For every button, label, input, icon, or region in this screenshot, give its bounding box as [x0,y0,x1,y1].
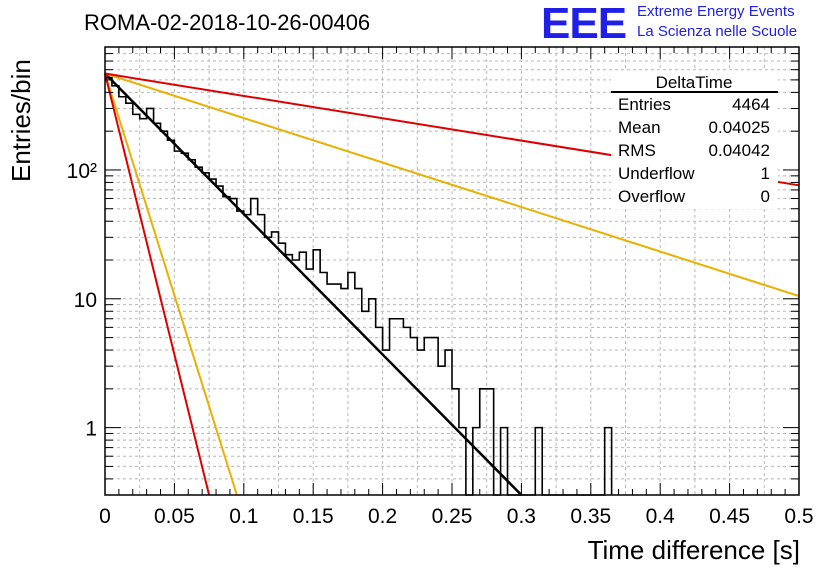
stats-value-underflow: 1 [761,164,770,183]
y-tick-label: 1 [85,418,97,441]
histogram-bin [438,366,445,495]
histogram-bin [410,338,417,495]
stats-value-overflow: 0 [761,187,770,206]
stats-label-entries: Entries [618,95,671,114]
histogram-bin [299,252,306,495]
stats-label-overflow: Overflow [618,187,686,206]
histogram-bin [424,338,431,495]
y-tick-label: 10² [67,160,97,183]
histogram-bin [306,269,313,495]
histogram-bin [473,428,480,495]
x-tick-label: 0.1 [229,505,258,528]
x-tick-label: 0 [99,505,111,528]
histogram-bin [417,350,424,495]
histogram-bin [431,338,438,495]
x-tick-label: 0.2 [368,505,397,528]
histogram-bin [390,319,397,495]
histogram-bin [279,243,286,495]
histogram-bin [348,272,355,495]
histogram-bin [334,284,341,495]
histogram-bin [244,215,251,495]
x-axis-label: Time difference [s] [587,535,800,565]
x-tick-label: 0.25 [432,505,473,528]
histogram-bin [223,197,230,495]
histogram-bin [355,289,362,495]
stats-box: DeltaTime Entries 4464 Mean 0.04025 RMS 0.0404… [611,71,778,209]
stats-box-background [611,71,778,209]
histogram-bin [320,272,327,495]
histogram-bin [167,140,174,495]
eee-logo: EEE [541,0,627,48]
histogram-bin [403,327,410,495]
y-tick-label: 10 [74,289,97,312]
histogram-bin [605,428,612,495]
logo-subtitle-line1: Extreme Energy Events [637,3,795,20]
fit-line-1 [104,73,238,496]
stats-label-underflow: Underflow [618,164,695,183]
histogram-bin [327,284,334,495]
fit-line-2 [104,73,211,496]
histogram-bin [251,199,258,495]
axis-ticks: 0 0.05 0.1 0.15 0.2 0.25 0.3 0.35 0.4 0.45 0.51101… [67,46,814,528]
x-tick-label: 0.15 [293,505,334,528]
histogram-bin [272,232,279,495]
histogram-outline [105,76,613,496]
histogram-bars [105,76,613,496]
histogram-bin [535,428,542,495]
logo-subtitle-line2: La Scienza nelle Scuole [637,23,798,40]
histogram-bin [147,108,154,495]
histogram-bin [501,428,508,495]
histogram-bin [154,123,161,495]
x-tick-label: 0.35 [570,505,611,528]
stats-value-entries: 4464 [732,95,770,114]
histogram-bin [258,215,265,495]
x-tick-label: 0.45 [709,505,750,528]
histogram-bin [285,255,292,495]
x-tick-label: 0.5 [784,505,813,528]
histogram-bin [105,78,112,495]
x-tick-label: 0.3 [507,505,536,528]
histogram-bin [369,299,376,495]
stats-label-mean: Mean [618,118,661,137]
stats-box-title: DeltaTime [656,73,733,92]
histogram-bin [383,350,390,495]
histogram-bin [140,119,147,495]
stats-value-rms: 0.04042 [709,141,770,160]
histogram-bin [237,211,244,495]
x-tick-label: 0.4 [646,505,676,528]
histogram-bin [230,199,237,495]
histogram-bin [174,151,181,495]
chart-title: ROMA-02-2018-10-26-00406 [84,10,371,35]
x-tick-label: 0.05 [154,505,195,528]
stats-value-mean: 0.04025 [709,118,770,137]
histogram-bin [396,319,403,495]
histogram-bin [292,260,299,495]
fit-line-3 [104,72,800,298]
stats-label-rms: RMS [618,141,656,160]
